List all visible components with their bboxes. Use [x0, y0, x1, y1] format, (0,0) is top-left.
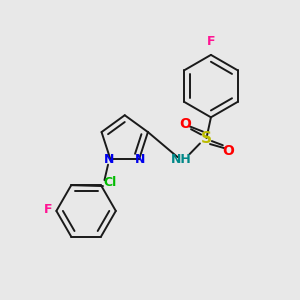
Text: Cl: Cl [104, 176, 117, 189]
Text: O: O [180, 117, 192, 131]
Text: O: O [222, 144, 234, 158]
Text: F: F [44, 203, 52, 216]
Text: N: N [104, 153, 114, 166]
Text: N: N [135, 153, 146, 166]
Text: F: F [207, 35, 215, 48]
Text: S: S [201, 130, 212, 146]
Text: NH: NH [171, 153, 192, 166]
